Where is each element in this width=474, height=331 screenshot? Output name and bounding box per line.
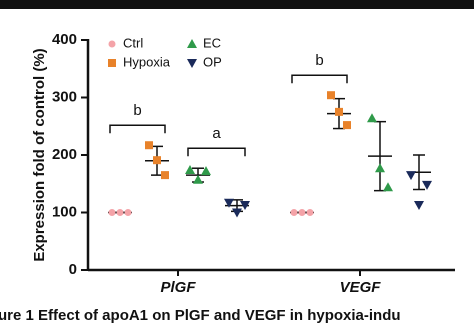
y-axis-label: Expression fold of control (%) bbox=[31, 48, 48, 261]
legend-label: Ctrl bbox=[123, 35, 143, 50]
bracket bbox=[109, 124, 166, 134]
point bbox=[108, 59, 116, 67]
point bbox=[187, 39, 197, 48]
x-tick-label: VEGF bbox=[340, 279, 382, 296]
legend-label: Hypoxia bbox=[123, 54, 171, 69]
point bbox=[383, 182, 393, 192]
y-tick-label: 200 bbox=[52, 146, 77, 163]
y-tick-label: 400 bbox=[52, 31, 77, 48]
point bbox=[145, 141, 153, 150]
point bbox=[232, 208, 242, 218]
point bbox=[290, 209, 298, 216]
legend-label: OP bbox=[203, 54, 222, 69]
top-strip bbox=[0, 0, 474, 9]
point bbox=[193, 174, 203, 184]
point bbox=[161, 171, 169, 180]
annotation: a bbox=[212, 125, 221, 142]
point bbox=[240, 201, 250, 211]
point bbox=[224, 198, 234, 208]
point bbox=[306, 209, 314, 216]
point bbox=[367, 113, 377, 123]
legend-label: EC bbox=[203, 35, 221, 50]
point bbox=[298, 209, 306, 216]
point bbox=[406, 171, 416, 181]
point bbox=[116, 209, 124, 216]
y-tick-label: 300 bbox=[52, 88, 77, 105]
point bbox=[185, 164, 195, 174]
bracket bbox=[187, 147, 246, 157]
annotation: b bbox=[315, 52, 323, 69]
point bbox=[108, 209, 116, 216]
bracket bbox=[291, 74, 348, 84]
point bbox=[187, 59, 197, 68]
point bbox=[201, 166, 211, 176]
x-tick-label: PlGF bbox=[160, 279, 196, 296]
point bbox=[124, 209, 132, 216]
point bbox=[335, 107, 343, 116]
point bbox=[375, 163, 385, 173]
point bbox=[414, 201, 424, 211]
point bbox=[327, 91, 335, 100]
point bbox=[153, 156, 161, 165]
point bbox=[422, 180, 432, 190]
y-tick-label: 0 bbox=[69, 261, 77, 278]
caption: ure 1 Effect of apoA1 on PlGF and VEGF i… bbox=[0, 307, 401, 324]
y-tick-label: 100 bbox=[52, 203, 77, 220]
point bbox=[343, 121, 351, 130]
point bbox=[108, 40, 116, 48]
annotation: b bbox=[133, 102, 141, 119]
